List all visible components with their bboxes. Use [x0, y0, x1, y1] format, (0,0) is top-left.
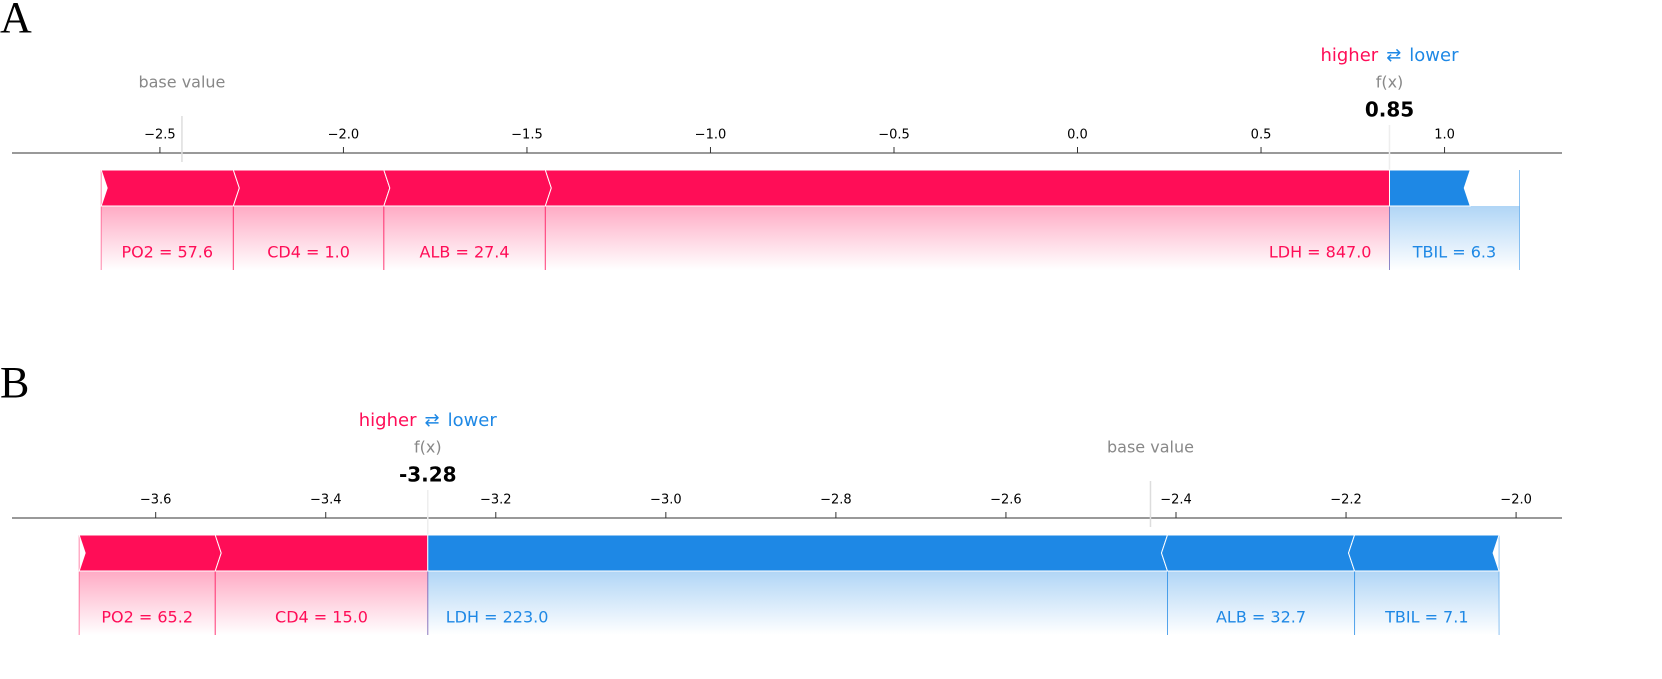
panel-letter: B	[0, 358, 29, 407]
label-gradient	[1389, 206, 1520, 270]
legend-arrow: ⇄	[1386, 45, 1401, 66]
feature-label: CD4 = 15.0	[275, 608, 368, 627]
feature-label: LDH = 847.0	[1269, 243, 1372, 262]
fx-label: f(x)	[414, 438, 442, 457]
output-value: 0.85	[1365, 98, 1414, 122]
feature-label: PO2 = 65.2	[101, 608, 193, 627]
feature-segment	[1348, 534, 1500, 572]
base-value-label: base value	[138, 73, 225, 92]
feature-label: LDH = 223.0	[446, 608, 549, 627]
feature-segment	[78, 534, 222, 572]
feature-label: ALB = 27.4	[420, 243, 510, 262]
label-gradient	[427, 571, 1168, 635]
feature-label: ALB = 32.7	[1216, 608, 1306, 627]
feature-segment	[1160, 534, 1356, 572]
x-tick-label: −2.0	[1500, 493, 1532, 508]
output-value: -3.28	[399, 463, 457, 487]
x-tick-label: −2.0	[328, 128, 360, 143]
label-gradient	[1354, 571, 1500, 635]
feature-label: CD4 = 1.0	[267, 243, 350, 262]
label-gradient	[79, 571, 216, 635]
feature-segment	[100, 169, 240, 207]
label-gradient	[383, 206, 546, 270]
label-gradient	[215, 571, 428, 635]
label-gradient	[233, 206, 384, 270]
x-tick-label: −2.5	[144, 128, 176, 143]
x-tick-label: −2.6	[990, 493, 1022, 508]
fx-label: f(x)	[1376, 73, 1404, 92]
label-gradient	[1167, 571, 1355, 635]
label-gradient	[101, 206, 234, 270]
feature-segment	[383, 169, 552, 207]
feature-label: TBIL = 7.1	[1384, 608, 1468, 627]
x-tick-label: −3.4	[310, 493, 342, 508]
legend-lower: lower	[448, 410, 498, 431]
legend-higher: higher	[359, 410, 417, 431]
x-tick-label: 1.0	[1434, 128, 1455, 143]
x-tick-label: 0.5	[1251, 128, 1272, 143]
x-tick-label: −1.0	[695, 128, 727, 143]
feature-segment	[1388, 169, 1471, 207]
x-tick-label: −0.5	[878, 128, 910, 143]
x-tick-label: −3.0	[650, 493, 682, 508]
feature-segment	[544, 169, 1390, 207]
x-tick-label: −2.8	[820, 493, 852, 508]
label-gradient	[545, 206, 1390, 270]
x-tick-label: −2.4	[1160, 493, 1192, 508]
feature-segment	[214, 534, 429, 572]
legend: higher ⇄ lower	[359, 410, 498, 431]
legend: higher ⇄ lower	[1320, 45, 1459, 66]
x-tick-label: −3.2	[480, 493, 512, 508]
panel-letter: A	[0, 0, 32, 42]
base-value-label: base value	[1107, 438, 1194, 457]
legend-arrow: ⇄	[424, 410, 439, 431]
x-tick-label: −1.5	[511, 128, 543, 143]
x-tick-label: 0.0	[1067, 128, 1088, 143]
legend-lower: lower	[1409, 45, 1459, 66]
x-tick-label: −2.2	[1330, 493, 1362, 508]
x-tick-label: −3.6	[140, 493, 172, 508]
feature-label: TBIL = 6.3	[1412, 243, 1496, 262]
feature-segment	[427, 534, 1169, 572]
legend-higher: higher	[1320, 45, 1378, 66]
feature-segment	[232, 169, 391, 207]
feature-label: PO2 = 57.6	[121, 243, 213, 262]
